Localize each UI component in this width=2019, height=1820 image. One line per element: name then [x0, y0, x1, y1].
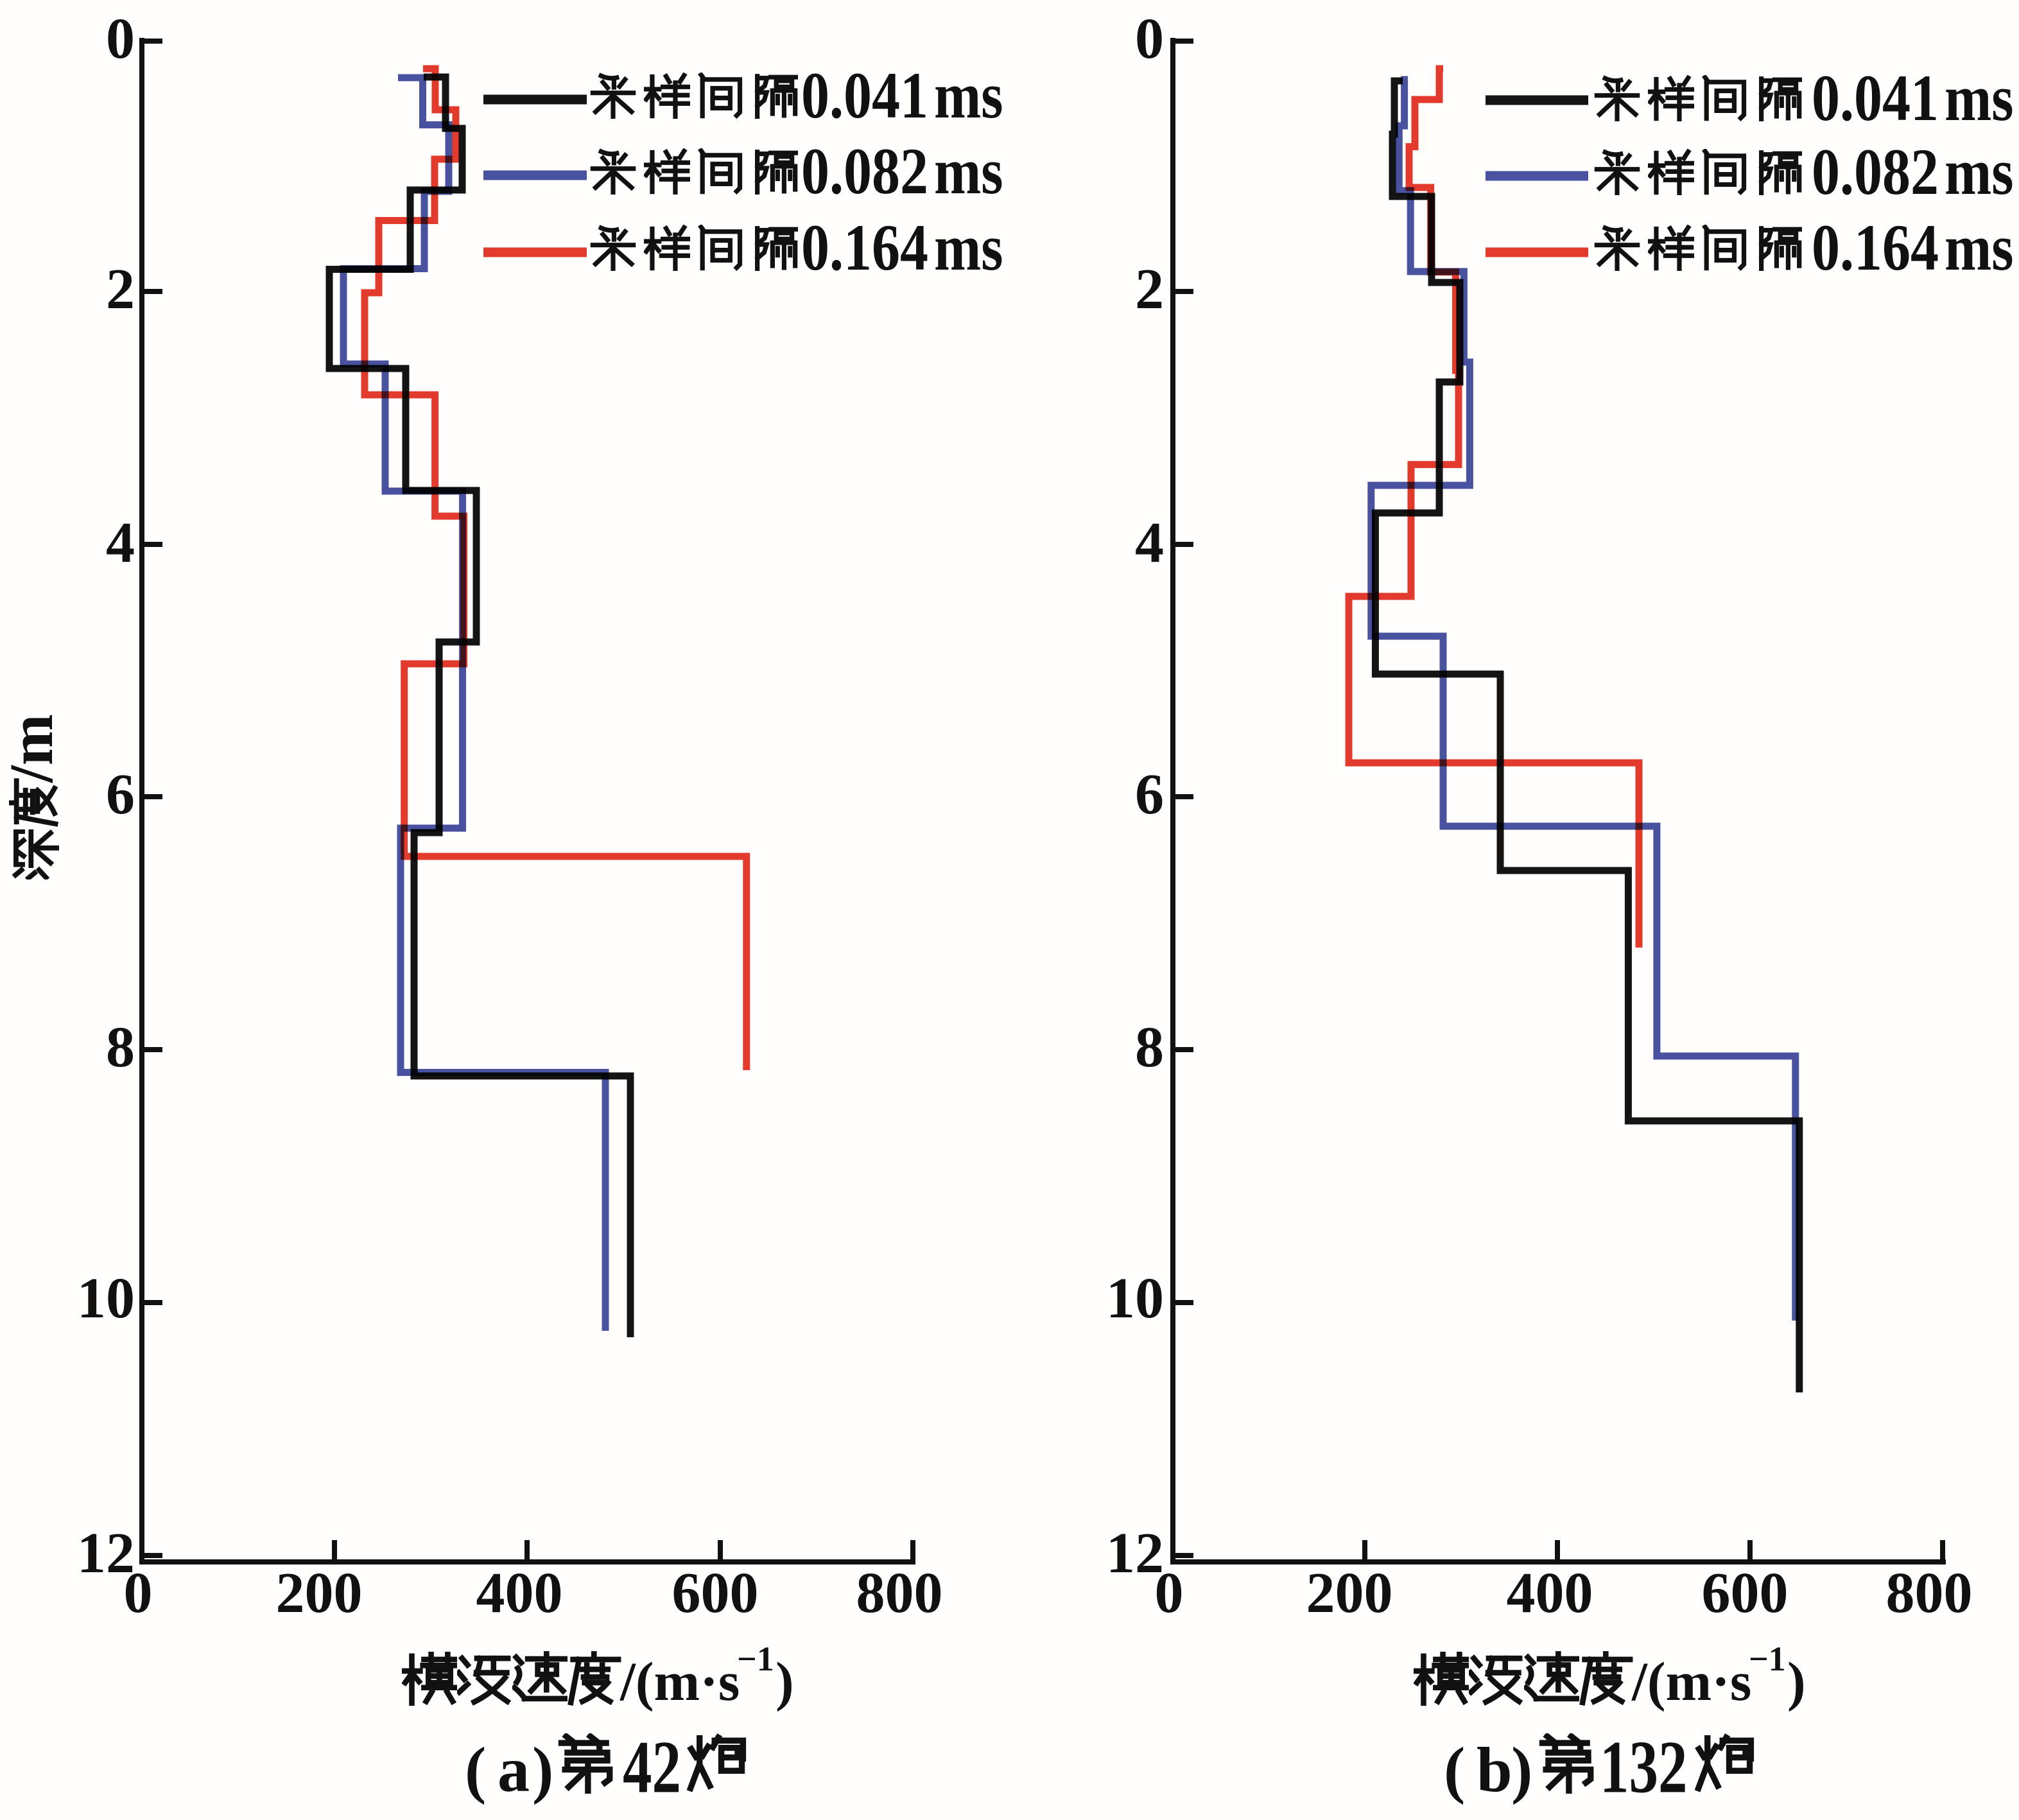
svg-text:600: 600: [1702, 1561, 1789, 1625]
svg-text:4: 4: [1135, 511, 1164, 575]
svg-text:ms: ms: [1945, 135, 2014, 209]
svg-text:0: 0: [1155, 1561, 1184, 1625]
svg-text:): ): [532, 1734, 553, 1805]
svg-text:ms: ms: [1945, 211, 2014, 284]
svg-text:10: 10: [77, 1267, 135, 1330]
svg-text:200: 200: [276, 1561, 363, 1625]
svg-text:400: 400: [1507, 1561, 1593, 1625]
svg-text:(: (: [1444, 1734, 1465, 1805]
svg-text:0.082: 0.082: [1812, 135, 1939, 209]
svg-text:0: 0: [106, 7, 135, 71]
svg-text:/(m·s: /(m·s: [620, 1651, 740, 1712]
svg-text:ms: ms: [934, 135, 1003, 208]
svg-text:2: 2: [106, 257, 135, 321]
svg-text:132: 132: [1600, 1726, 1687, 1808]
svg-text:0.164: 0.164: [801, 211, 928, 284]
svg-text:): ): [1511, 1734, 1532, 1805]
svg-text:12: 12: [1106, 1521, 1164, 1585]
svg-text:0: 0: [124, 1561, 153, 1625]
svg-text:(: (: [465, 1734, 486, 1805]
svg-text:800: 800: [1886, 1561, 1973, 1625]
svg-text:8: 8: [1135, 1016, 1164, 1079]
svg-text:0.041: 0.041: [1812, 62, 1939, 135]
svg-text:0: 0: [1135, 7, 1164, 71]
svg-text:10: 10: [1106, 1267, 1164, 1330]
svg-text:/m: /m: [0, 714, 65, 783]
svg-text:0.041: 0.041: [801, 59, 928, 132]
svg-text:0.082: 0.082: [801, 135, 928, 208]
svg-text:8: 8: [106, 1016, 135, 1079]
svg-text:/(m·s: /(m·s: [1631, 1651, 1751, 1712]
svg-text:4: 4: [106, 511, 135, 575]
svg-text:−1: −1: [1749, 1640, 1786, 1678]
svg-text:b: b: [1477, 1734, 1512, 1805]
svg-text:12: 12: [77, 1521, 135, 1585]
svg-text:0.164: 0.164: [1812, 211, 1939, 284]
svg-text:ms: ms: [934, 59, 1003, 132]
svg-text:400: 400: [476, 1561, 563, 1625]
svg-text:): ): [776, 1651, 794, 1712]
svg-text:ms: ms: [1945, 62, 2014, 135]
svg-text:6: 6: [106, 763, 135, 826]
svg-text:2: 2: [1135, 257, 1164, 321]
svg-text:a: a: [498, 1734, 530, 1805]
svg-text:200: 200: [1306, 1561, 1393, 1625]
svg-text:800: 800: [856, 1561, 943, 1625]
svg-text:−1: −1: [737, 1640, 774, 1678]
svg-text:): ): [1787, 1651, 1806, 1712]
svg-text:ms: ms: [934, 211, 1003, 284]
svg-text:6: 6: [1135, 763, 1164, 826]
svg-text:600: 600: [672, 1561, 759, 1625]
svg-text:42: 42: [623, 1726, 681, 1808]
